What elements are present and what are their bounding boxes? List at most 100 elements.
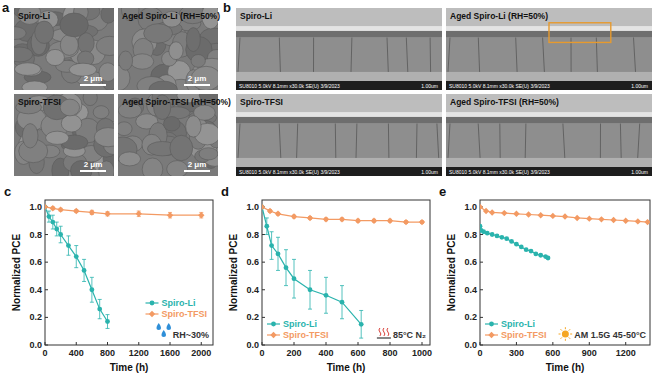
sem-cross-section (446, 94, 652, 176)
data-point (89, 287, 94, 292)
grain-boundary (351, 38, 353, 72)
y-tick-label: 0.6 (464, 257, 477, 267)
marks (480, 204, 650, 261)
error-cap (284, 249, 288, 250)
error-cap (74, 267, 78, 268)
error-bar (66, 236, 70, 255)
chart: d020040060080010000.00.20.40.60.81.0Time… (221, 184, 432, 373)
data-point (538, 253, 543, 258)
x-tick (552, 342, 553, 345)
grain-boundary (478, 124, 480, 158)
data-point (291, 213, 297, 219)
sem-background (236, 94, 442, 176)
series-line (480, 226, 548, 258)
data-point (504, 236, 509, 241)
data-point (533, 251, 538, 256)
data-point (485, 231, 490, 236)
y-tick (45, 289, 48, 290)
error-cap (90, 277, 94, 278)
icon-ray (561, 329, 562, 330)
x-tick-label: 400 (318, 348, 333, 358)
grain (101, 8, 114, 23)
error-cap (340, 285, 344, 286)
grain (96, 36, 114, 55)
error-bar (90, 277, 94, 302)
data-point (275, 211, 281, 217)
data-point (359, 322, 364, 327)
x-tick-label: 200 (286, 348, 301, 358)
image-label: Aged Spiro-TFSI (RH=50%) (122, 97, 231, 107)
error-cap (51, 215, 55, 216)
grain (14, 47, 33, 62)
scale-bar (80, 170, 106, 172)
error-cap (359, 310, 363, 311)
icon-drop (156, 323, 161, 330)
grain (93, 106, 109, 119)
error-cap (308, 270, 312, 271)
x-tick (201, 342, 202, 345)
plot-frame (45, 200, 213, 345)
grain-boundary (638, 124, 640, 158)
error-cap (265, 234, 269, 235)
layer-perovskite (446, 124, 652, 158)
data-point (524, 247, 529, 252)
layer-htl (446, 117, 652, 124)
grain-boundary (279, 38, 280, 72)
grain-boundary (448, 38, 450, 72)
grain-boundary (600, 124, 601, 158)
data-point (74, 254, 79, 259)
data-point (550, 213, 556, 219)
layer-electrode (446, 112, 652, 117)
grain (191, 55, 205, 68)
image-label: Spiro-Li (240, 11, 272, 21)
data-point (267, 208, 273, 214)
error-cap (55, 222, 59, 223)
sem-top-view (14, 8, 114, 90)
y-tick-label: 0.8 (246, 230, 259, 240)
y-tick (45, 317, 48, 318)
data-point (264, 224, 269, 229)
error-bar (276, 237, 280, 270)
data-point (308, 287, 313, 292)
series-line (262, 207, 361, 324)
error-bar (74, 246, 78, 268)
grain (169, 42, 183, 60)
data-point (54, 227, 59, 232)
grain (15, 63, 41, 76)
scale-bar-label: 2 μm (188, 74, 207, 83)
data-point (66, 243, 71, 248)
legend-label: Spiro-TFSI (283, 330, 329, 340)
panel-label: c (4, 184, 11, 199)
x-tick (625, 342, 626, 345)
x-tick-label: 1200 (129, 348, 149, 358)
layer-substrate (446, 158, 652, 176)
data-point (89, 209, 95, 215)
legend: Spiro-LiSpiro-TFSI (485, 319, 547, 340)
error-bar (82, 259, 86, 281)
error-cap (66, 255, 70, 256)
grain-boundary (516, 38, 517, 72)
data-point (598, 216, 604, 222)
grain-boundary (356, 124, 358, 158)
data-point (495, 234, 500, 239)
legend-marker (270, 332, 276, 338)
y-tick (262, 317, 265, 318)
data-point (480, 204, 483, 210)
chart: c04008001200160020000.00.20.40.60.81.0Ti… (4, 184, 213, 373)
y-tick (480, 234, 483, 235)
y-tick-label: 0.4 (246, 285, 259, 295)
error-bar (284, 250, 288, 286)
legend-marker (271, 322, 276, 327)
icon-heat (387, 328, 389, 336)
x-tick (358, 342, 359, 345)
legend-label: Spiro-Li (283, 319, 317, 329)
grain (131, 54, 154, 69)
data-point (276, 251, 281, 256)
image-label: Spiro-TFSI (240, 97, 283, 107)
panel-label: d (221, 184, 229, 199)
y-tick (45, 234, 48, 235)
data-point (97, 307, 102, 312)
x-tick (326, 342, 327, 345)
layer-top (446, 94, 652, 112)
grain (199, 148, 218, 160)
